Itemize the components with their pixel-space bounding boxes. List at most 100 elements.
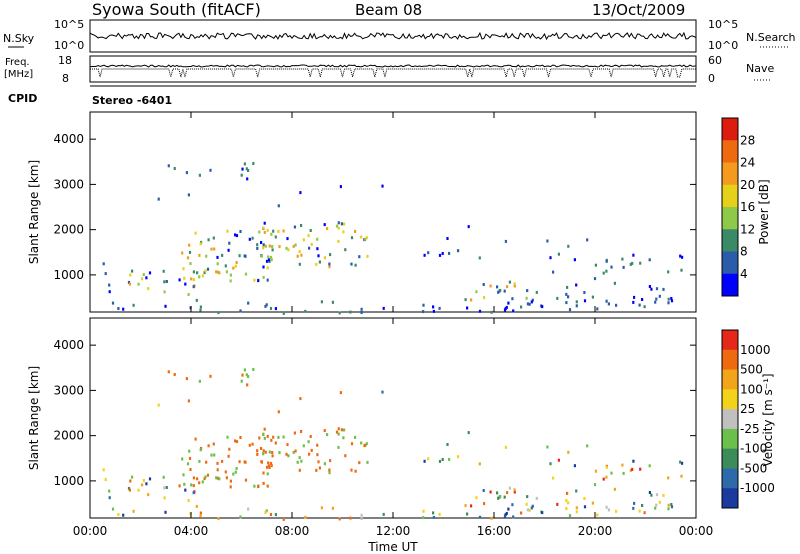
echo-cell	[198, 481, 201, 485]
echo-cell	[199, 308, 202, 312]
echo-cell	[198, 379, 201, 383]
x-tick-label: 08:00	[275, 524, 310, 538]
echo-cell	[655, 503, 658, 507]
echo-cell	[204, 269, 207, 273]
echo-cell	[137, 488, 140, 492]
echo-cell	[632, 506, 635, 510]
echo-cell	[128, 282, 131, 286]
echo-cell	[573, 258, 576, 262]
echo-cell	[308, 246, 311, 250]
echo-cell	[655, 493, 659, 497]
echo-cell	[271, 454, 274, 458]
echo-cell	[631, 261, 634, 265]
echo-cell	[504, 239, 507, 243]
echo-cell	[181, 457, 184, 461]
echo-cell	[639, 261, 642, 265]
nsky-trace	[89, 31, 697, 41]
echo-cell	[178, 484, 181, 488]
echo-cell	[478, 256, 481, 260]
echo-cell	[215, 270, 218, 274]
echo-cell	[224, 264, 227, 268]
echo-cell	[185, 377, 188, 381]
echo-cell	[679, 254, 682, 258]
echo-cell	[328, 262, 331, 266]
colorbar-segment	[722, 428, 738, 450]
echo-cell	[667, 503, 670, 507]
echo-cell	[287, 454, 290, 458]
echo-cell	[216, 270, 219, 274]
echo-cell	[499, 288, 502, 292]
echo-cell	[272, 229, 275, 233]
echo-cell	[530, 300, 533, 304]
echo-cell	[309, 435, 312, 438]
echo-cell	[217, 311, 220, 315]
echo-cell	[591, 501, 594, 505]
echo-cell	[354, 229, 357, 233]
echo-cell	[658, 294, 661, 298]
echo-cell	[483, 502, 486, 506]
echo-cell	[432, 305, 435, 309]
echo-cell	[320, 300, 323, 304]
echo-cell	[263, 221, 266, 225]
echo-cell	[269, 307, 273, 310]
echo-cell	[244, 478, 248, 482]
echo-cell	[535, 496, 538, 500]
echo-cell	[593, 483, 597, 487]
echo-cell	[557, 458, 560, 462]
echo-cell	[266, 472, 269, 476]
echo-cell	[304, 515, 307, 519]
echo-cell	[381, 390, 384, 394]
echo-cell	[358, 255, 361, 259]
echo-cell	[245, 167, 248, 171]
echo-cell	[265, 465, 269, 469]
echo-cell	[213, 453, 216, 457]
echo-cell	[438, 459, 442, 463]
echo-cell	[198, 459, 201, 463]
echo-cell	[247, 375, 250, 378]
freq-unit-label: [MHz]	[4, 69, 33, 80]
echo-cell	[466, 512, 469, 516]
colorbar-tick-label: -25	[740, 422, 760, 436]
echo-cell	[264, 450, 267, 454]
echo-cell	[323, 256, 326, 260]
echo-cell	[350, 262, 353, 266]
echo-cell	[298, 262, 301, 266]
echo-cell	[648, 491, 651, 494]
echo-cell	[228, 447, 231, 451]
echo-cell	[298, 456, 301, 460]
echo-cell	[286, 443, 289, 447]
echo-cell	[594, 469, 597, 473]
echo-cell	[271, 248, 274, 252]
echo-cell	[239, 436, 242, 439]
echo-cell	[108, 489, 111, 493]
echo-cell	[596, 513, 599, 517]
colorbar-tick-label: 500	[740, 363, 763, 377]
echo-cell	[251, 442, 254, 446]
echo-cell	[164, 304, 167, 308]
echo-cell	[607, 302, 610, 306]
echo-cell	[438, 512, 441, 516]
echo-cell	[508, 486, 511, 490]
echo-cell	[212, 236, 215, 240]
echo-cell	[323, 223, 326, 227]
echo-cell	[360, 513, 363, 517]
echo-cell	[511, 297, 514, 301]
colorbar-frame	[721, 117, 739, 297]
echo-cell	[427, 251, 430, 255]
echo-cell	[575, 304, 578, 308]
echo-cell	[245, 373, 248, 377]
echo-cell	[127, 486, 131, 490]
echo-cell	[317, 460, 320, 464]
echo-cell	[535, 290, 538, 294]
echo-cell	[108, 496, 111, 500]
echo-cell	[680, 474, 683, 478]
nsearch-tick-bottom: 10^0	[708, 39, 738, 52]
nsky-tick-top: 10^5	[54, 18, 84, 31]
echo-cell	[490, 310, 493, 314]
echo-cell	[503, 495, 506, 499]
echo-cell	[148, 477, 152, 481]
echo-cell	[525, 502, 528, 506]
colorbar-segment	[722, 369, 738, 390]
echo-cell	[654, 506, 657, 510]
echo-cell	[277, 204, 280, 208]
